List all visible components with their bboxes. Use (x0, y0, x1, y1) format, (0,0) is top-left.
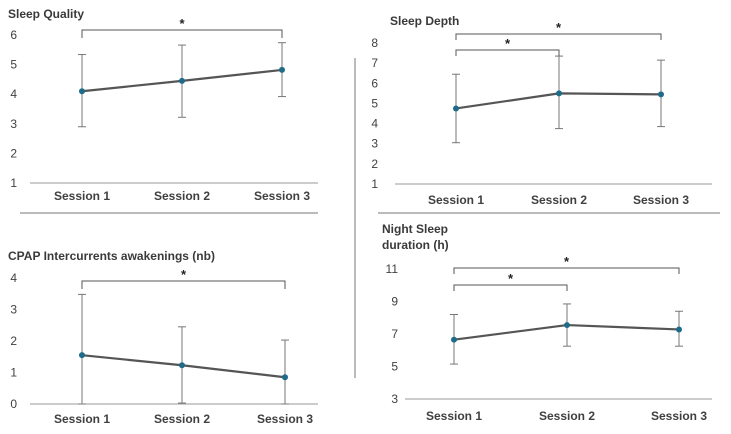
sleep-quality-y-tick-label: 4 (10, 87, 17, 101)
sleep-depth-significance-bracket (455, 33, 662, 40)
sleep-depth-y-tick-label: 2 (371, 157, 378, 171)
night-sleep-duration-y-tick-label: 5 (391, 360, 398, 374)
sleep-quality-x-tick-label: Session 2 (154, 189, 210, 203)
sleep-depth-x-tick-label: Session 2 (531, 193, 587, 207)
sleep-depth-data-point (556, 90, 562, 97)
night-sleep-duration-data-point (676, 326, 682, 333)
cpap-awakenings-data-point (79, 352, 85, 359)
sleep-depth-y-tick-label: 8 (371, 36, 378, 50)
night-sleep-duration-title-line: Night Sleep (382, 222, 448, 236)
sleep-quality-significance-bracket (81, 29, 283, 38)
sleep-depth-significance-star: * (556, 20, 562, 35)
cpap-awakenings-title: CPAP Intercurrents awakenings (nb) (8, 249, 215, 263)
sleep-depth-y-tick-label: 4 (371, 117, 378, 131)
sleep-depth-y-tick-label: 7 (371, 56, 378, 70)
cpap-awakenings-y-tick-label: 0 (10, 397, 17, 411)
night-sleep-duration-x-tick-label: Session 3 (651, 409, 707, 423)
night-sleep-duration-y-tick-label: 9 (391, 295, 398, 309)
night-sleep-duration-y-tick-label: 11 (386, 262, 399, 276)
sleep-quality-significance-star: * (179, 16, 185, 31)
sleep-quality-y-tick-label: 3 (10, 117, 17, 131)
sleep-depth-y-tick-label: 3 (371, 137, 378, 151)
sleep-depth-y-tick-label: 6 (371, 76, 378, 90)
sleep-quality-x-tick-label: Session 1 (54, 189, 110, 203)
sleep-depth-significance-bracket (455, 49, 560, 56)
sleep-depth-x-tick-label: Session 3 (633, 193, 689, 207)
cpap-awakenings-x-tick-label: Session 3 (257, 412, 313, 426)
cpap-awakenings-y-tick-label: 2 (10, 334, 17, 348)
cpap-awakenings-x-tick-label: Session 1 (54, 412, 110, 426)
cpap-awakenings-y-tick-label: 1 (10, 366, 17, 380)
sleep-quality-y-tick-label: 2 (10, 146, 17, 160)
night-sleep-duration-significance-bracket (453, 267, 680, 274)
sleep-depth-title: Sleep Depth (390, 14, 459, 28)
cpap-awakenings-y-tick-label: 3 (10, 303, 17, 317)
night-sleep-duration-x-tick-label: Session 1 (426, 409, 482, 423)
night-sleep-duration-y-tick-label: 7 (391, 327, 398, 341)
sleep-depth-data-point (453, 105, 459, 112)
cpap-awakenings-data-point (179, 362, 185, 369)
sleep-depth-x-tick-label: Session 1 (428, 193, 484, 207)
night-sleep-duration-significance-star: * (564, 254, 570, 269)
sleep-depth-y-tick-label: 1 (371, 177, 378, 191)
sleep-depth-significance-star: * (505, 36, 511, 51)
night-sleep-duration-data-point (451, 336, 457, 343)
sleep-depth-y-tick-label: 5 (371, 96, 378, 110)
night-sleep-duration-title-line: duration (h) (382, 238, 449, 252)
cpap-awakenings-x-tick-label: Session 2 (154, 412, 210, 426)
sleep-quality-x-tick-label: Session 3 (254, 189, 310, 203)
sleep-quality-y-tick-label: 1 (10, 176, 17, 190)
cpap-awakenings-significance-star: * (181, 267, 187, 282)
sleep-quality-data-point (79, 88, 85, 95)
night-sleep-duration-significance-bracket (453, 284, 568, 291)
night-sleep-duration-x-tick-label: Session 2 (539, 409, 595, 423)
cpap-awakenings-y-tick-label: 4 (10, 271, 17, 285)
cpap-awakenings-data-point (282, 374, 288, 381)
night-sleep-duration-y-tick-label: 3 (391, 392, 398, 406)
sleep-quality-data-point (279, 66, 285, 73)
sleep-quality-y-tick-label: 6 (10, 28, 17, 42)
sleep-quality-title: Sleep Quality (8, 7, 84, 21)
sleep-depth-data-point (658, 91, 664, 98)
night-sleep-duration-data-point (564, 322, 570, 329)
night-sleep-duration-significance-star: * (508, 271, 514, 286)
sleep-quality-y-tick-label: 5 (10, 58, 17, 72)
cpap-awakenings-significance-bracket (81, 280, 286, 289)
sleep-quality-data-point (179, 77, 185, 84)
